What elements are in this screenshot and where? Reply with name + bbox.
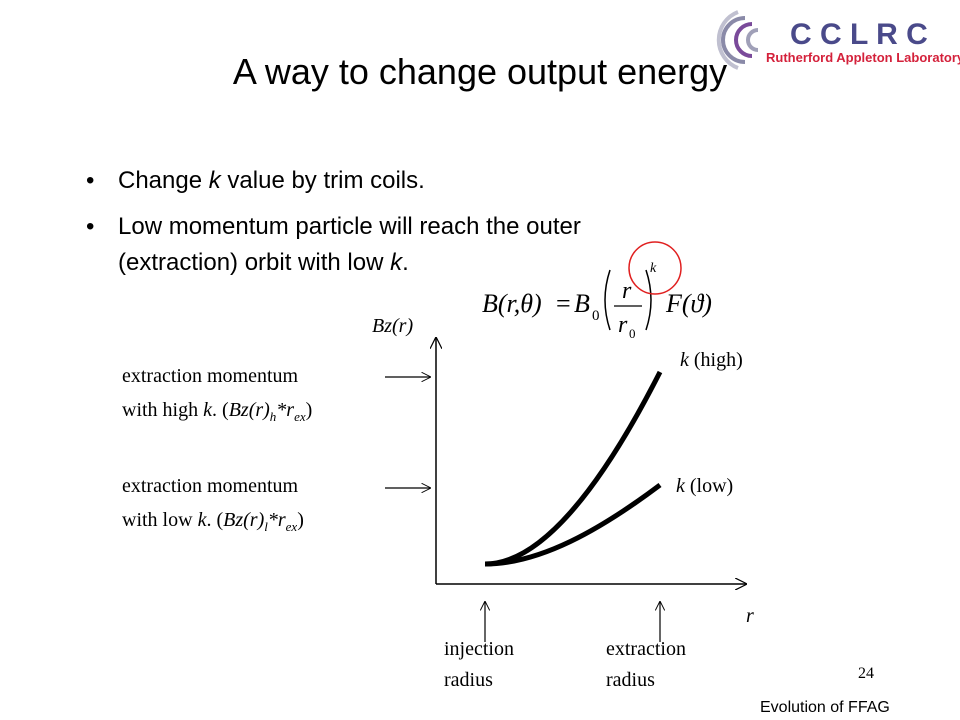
logo: C C L R C Rutherford Appleton Laboratory: [716, 10, 960, 70]
text-run: *r: [268, 509, 286, 531]
annotation: with low k. (Bz(r)l*rex): [122, 509, 304, 534]
text-run: Change: [118, 167, 209, 194]
curve-label: k (high): [680, 349, 743, 371]
annotation: injection: [444, 638, 514, 660]
text-run: (extraction) orbit with low: [118, 249, 390, 276]
slide-title: A way to change output energy: [233, 51, 727, 92]
y-axis-label: Bz(r): [372, 315, 413, 337]
formula-sub: 0: [592, 308, 600, 324]
formula-lhs: B(r,θ): [482, 289, 542, 318]
bullet-text: Low momentum particle will reach the out…: [118, 213, 581, 240]
text-run: ex: [286, 519, 298, 534]
text-run: . (: [206, 509, 223, 531]
formula-num: r: [622, 278, 632, 304]
logo-subtitle: Rutherford Appleton Laboratory: [766, 50, 960, 65]
logo-swirl: [716, 10, 759, 70]
annotation: with high k. (Bz(r)h*rex): [122, 399, 312, 424]
bullet-text: Change k value by trim coils.: [118, 167, 425, 194]
text-run: k: [680, 349, 690, 371]
diagram: Bz(r) r k (high) k (low) extraction mome…: [122, 315, 754, 691]
logo-name: C C L R C: [790, 18, 928, 51]
text-run: with low: [122, 509, 198, 531]
text-run: k: [676, 475, 686, 497]
bullet-marker: •: [86, 167, 94, 194]
text-run: (high): [689, 349, 743, 371]
formula: B(r,θ) = B 0 r r 0 k F(ϑ): [482, 241, 712, 341]
text-run: with high: [122, 399, 203, 421]
bullet-list: • Change k value by trim coils. • Low mo…: [86, 167, 581, 276]
text-run: k: [198, 509, 208, 531]
text-run: . (: [212, 399, 229, 421]
curve-label: k (low): [676, 475, 733, 497]
text-run: k: [209, 167, 223, 194]
text-run: ): [306, 399, 313, 421]
page-number: 24: [858, 665, 874, 682]
formula-func: F(ϑ): [665, 289, 712, 318]
text-run: ex: [294, 409, 306, 424]
annotation: extraction momentum: [122, 365, 299, 387]
annotation: extraction momentum: [122, 475, 299, 497]
text-run: Bz(r): [229, 399, 270, 421]
formula-eq: =: [556, 289, 571, 318]
formula-exp: k: [650, 261, 657, 276]
bullet-marker: •: [86, 213, 94, 240]
annotation: radius: [444, 669, 493, 691]
bullet-text: (extraction) orbit with low k.: [118, 249, 409, 276]
annotation: radius: [606, 669, 655, 691]
text-run: value by trim coils.: [221, 167, 425, 194]
formula-den: r: [618, 312, 628, 338]
formula-b: B: [574, 289, 590, 318]
footer: Evolution of FFAG: [760, 699, 890, 716]
text-run: ): [297, 509, 304, 531]
curve-high: [484, 370, 663, 567]
formula-sub: 0: [629, 326, 636, 341]
paren: [604, 269, 611, 331]
text-run: h: [270, 409, 277, 424]
text-run: l: [264, 519, 268, 534]
text-run: *r: [276, 399, 294, 421]
text-run: k: [390, 249, 404, 276]
text-run: Bz(r): [223, 509, 264, 531]
paren: [645, 269, 652, 331]
text-run: k: [203, 399, 213, 421]
text-run: .: [402, 249, 409, 276]
x-axis-label: r: [746, 605, 754, 627]
annotation: extraction: [606, 638, 686, 660]
text-run: (low): [685, 475, 733, 497]
highlight-circle: [628, 241, 682, 295]
curve-low: [484, 482, 662, 567]
